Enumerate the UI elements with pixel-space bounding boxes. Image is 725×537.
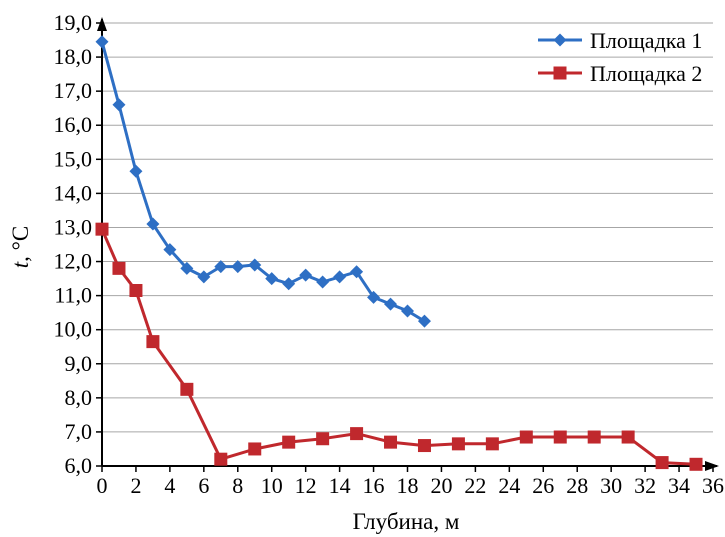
- data-point: [655, 456, 669, 470]
- data-point: [519, 430, 533, 444]
- x-axis-title: Глубина, м: [353, 509, 460, 534]
- data-point: [129, 284, 143, 298]
- series-1: [95, 35, 431, 328]
- x-tick-label: 20: [430, 473, 452, 498]
- data-point: [248, 258, 262, 272]
- x-tick-label: 18: [397, 473, 419, 498]
- y-tick-label: 7,0: [65, 419, 93, 444]
- data-point: [282, 435, 296, 449]
- y-tick-label: 13,0: [54, 214, 93, 239]
- y-axis-title-italic: t: [8, 261, 33, 268]
- series-line: [100, 41, 426, 323]
- data-point: [451, 437, 465, 451]
- data-point: [621, 430, 635, 444]
- y-tick-label: 10,0: [54, 317, 93, 342]
- data-point: [146, 335, 160, 349]
- y-tick-label: 11,0: [54, 283, 92, 308]
- x-tick-label: 34: [668, 473, 690, 498]
- x-tick-label: 6: [198, 473, 209, 498]
- y-tick-label: 14,0: [54, 180, 93, 205]
- data-point: [180, 261, 194, 275]
- legend-swatch-marker: [553, 33, 567, 47]
- y-axis-title-unit: , °С: [8, 226, 33, 262]
- legend-item-1: Площадка 1: [538, 28, 702, 53]
- series-line: [100, 228, 697, 466]
- x-tick-label: 0: [97, 473, 108, 498]
- x-tick-label: 24: [498, 473, 520, 498]
- x-tick-label: 12: [295, 473, 317, 498]
- x-tick-label: 10: [261, 473, 283, 498]
- data-point: [129, 164, 143, 178]
- data-point: [316, 275, 330, 289]
- series-layer: [95, 35, 703, 471]
- data-point: [333, 270, 347, 284]
- legend-label: Площадка 1: [590, 28, 702, 53]
- data-point: [587, 430, 601, 444]
- y-tick-label: 18,0: [54, 44, 93, 69]
- data-point: [197, 270, 211, 284]
- data-point: [282, 277, 296, 291]
- data-point: [95, 35, 109, 49]
- legend-swatch-marker: [553, 66, 567, 80]
- x-tick-label: 14: [329, 473, 351, 498]
- x-tick-label: 30: [600, 473, 622, 498]
- series-2: [95, 222, 703, 471]
- data-point: [689, 457, 703, 471]
- data-point: [112, 261, 126, 275]
- data-point: [316, 432, 330, 446]
- legend: Площадка 1 Площадка 2: [538, 28, 702, 86]
- data-point: [214, 452, 228, 466]
- y-tick-label: 6,0: [65, 453, 93, 478]
- data-point: [265, 272, 279, 286]
- data-point: [401, 304, 414, 318]
- y-tick-label: 15,0: [54, 146, 93, 171]
- data-point: [553, 430, 567, 444]
- x-tick-label: 16: [363, 473, 385, 498]
- y-tick-label: 9,0: [65, 351, 93, 376]
- data-point: [248, 442, 262, 456]
- data-point: [417, 439, 431, 453]
- x-tick-label: 2: [130, 473, 141, 498]
- data-point: [417, 314, 431, 328]
- y-tick-label: 16,0: [54, 112, 93, 137]
- x-tick-label: 32: [634, 473, 656, 498]
- x-tick-label: 22: [464, 473, 486, 498]
- y-tick-label: 8,0: [65, 385, 93, 410]
- y-tick-label: 19,0: [54, 10, 93, 35]
- data-point: [350, 265, 364, 279]
- x-tick-label: 28: [566, 473, 588, 498]
- data-point: [384, 297, 398, 311]
- x-tick-label: 26: [532, 473, 554, 498]
- data-point: [350, 427, 364, 441]
- data-point: [112, 98, 126, 112]
- x-tick-label: 36: [702, 473, 724, 498]
- data-point: [299, 268, 313, 282]
- x-axis-arrow: [705, 461, 719, 471]
- y-axis-arrow: [97, 17, 107, 31]
- axes-layer: 6,0 7,0 8,0 9,0 10,0 11,0 12,0 13,0 14,0 15,0 16,0…: [54, 10, 725, 498]
- data-point: [146, 217, 160, 231]
- y-axis-title: t, °С: [8, 226, 33, 268]
- data-point: [384, 435, 398, 449]
- grid-layer: [102, 22, 713, 433]
- y-tick-label: 12,0: [54, 249, 93, 274]
- data-point: [214, 260, 228, 274]
- x-tick-label: 8: [232, 473, 243, 498]
- legend-item-2: Площадка 2: [538, 61, 702, 86]
- data-point: [485, 437, 499, 451]
- data-point: [367, 290, 381, 304]
- x-tick-label: 4: [164, 473, 175, 498]
- data-point: [163, 243, 177, 257]
- legend-label: Площадка 2: [590, 61, 702, 86]
- data-point: [231, 260, 245, 274]
- data-point: [95, 222, 109, 236]
- data-point: [180, 382, 194, 396]
- y-tick-label: 17,0: [54, 78, 93, 103]
